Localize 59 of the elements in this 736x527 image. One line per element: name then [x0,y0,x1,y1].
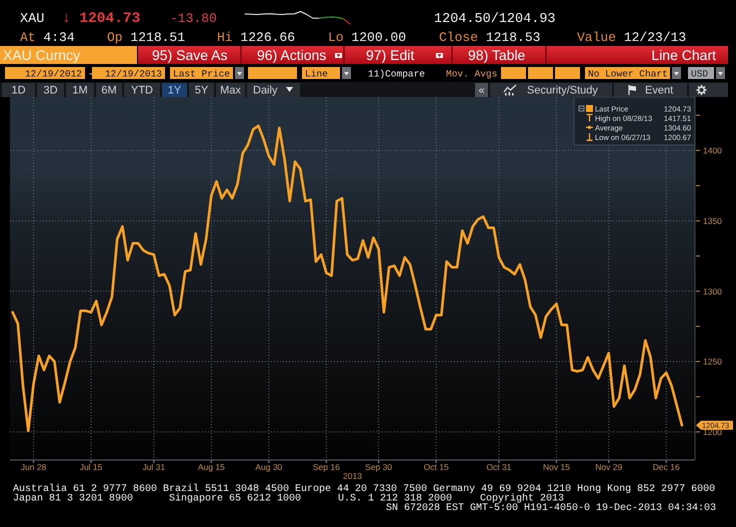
text: Security/Study [527,84,598,96]
text: Copyright 2013 [480,492,564,504]
text: 1D [11,84,26,96]
x-tick-label: Aug 15 [198,462,226,472]
x-tick-label: Oct 31 [486,462,512,472]
text: Close 1218.53 [439,30,540,45]
x-tick-label: Oct 15 [424,462,449,472]
x-tick-label: Dec 16 [652,462,680,472]
text: SN 672028 EST GMT-5:00 H191-4050-0 19-Dec-2013 04:34:03 [386,503,716,514]
y-tick-label: 1300 [703,286,722,296]
text: 6M [101,84,117,96]
x-tick-label: Aug 30 [255,462,283,472]
text: « [478,84,485,96]
text: Line [305,68,328,80]
text: - [88,68,94,80]
text: Singapore 65 6212 1000 [169,492,302,504]
text: YTD [131,84,154,96]
text: Op 1218.51 [107,30,186,45]
text: Line Chart [651,47,716,63]
text: USD [691,68,708,80]
text: 98) Table [468,47,526,63]
text: ↓ 1204.73 [62,11,140,27]
text: Value 12/23/13 [577,30,686,45]
text: -13.80 [170,11,217,26]
x-tick-label: Nov 29 [595,462,622,472]
text: At 4:34 [20,30,75,45]
text: Japan 81 3 3201 8900 [13,494,134,504]
text: U.S. 1 212 318 2000 [338,494,452,504]
x-tick-label: Jun 28 [20,462,47,472]
text: 12/19/2013 [104,68,162,80]
text: 95) Save As [152,47,228,63]
text: 5Y [194,84,209,96]
text: 1Y [168,84,182,96]
x-tick-label: Sep 16 [312,462,340,472]
x-tick-label: Jul 15 [80,462,103,472]
text: No Lower Chart [588,68,668,80]
text: 3D [43,84,58,96]
text: Max [220,84,242,96]
text: 1204.50/1204.93 [434,12,556,27]
text: 11)Compare [368,68,426,80]
text: Mov. Avgs [446,68,498,80]
y-tick-label: 1350 [703,216,722,226]
text: XAU Curncy [3,47,80,63]
text: 1M [72,84,88,96]
chart-title: XAU [20,12,44,27]
text: Daily [253,84,278,96]
x-axis-title: 2013 [343,471,362,481]
text: Lo 1200.00 [328,30,406,45]
x-tick-label: Sep 30 [365,462,392,472]
x-tick-label: Nov 15 [542,462,570,472]
text: Hi 1226.66 [217,30,296,45]
text: 12/19/2012 [24,68,82,80]
text: Event [645,84,674,96]
x-tick-label: Jul 31 [142,462,166,472]
text: 96) Actions [257,47,326,63]
text: 97) Edit [366,47,414,63]
y-tick-label: 1250 [703,356,722,367]
y-tick-label: 1400 [703,146,722,156]
text: Last Price [173,68,230,80]
